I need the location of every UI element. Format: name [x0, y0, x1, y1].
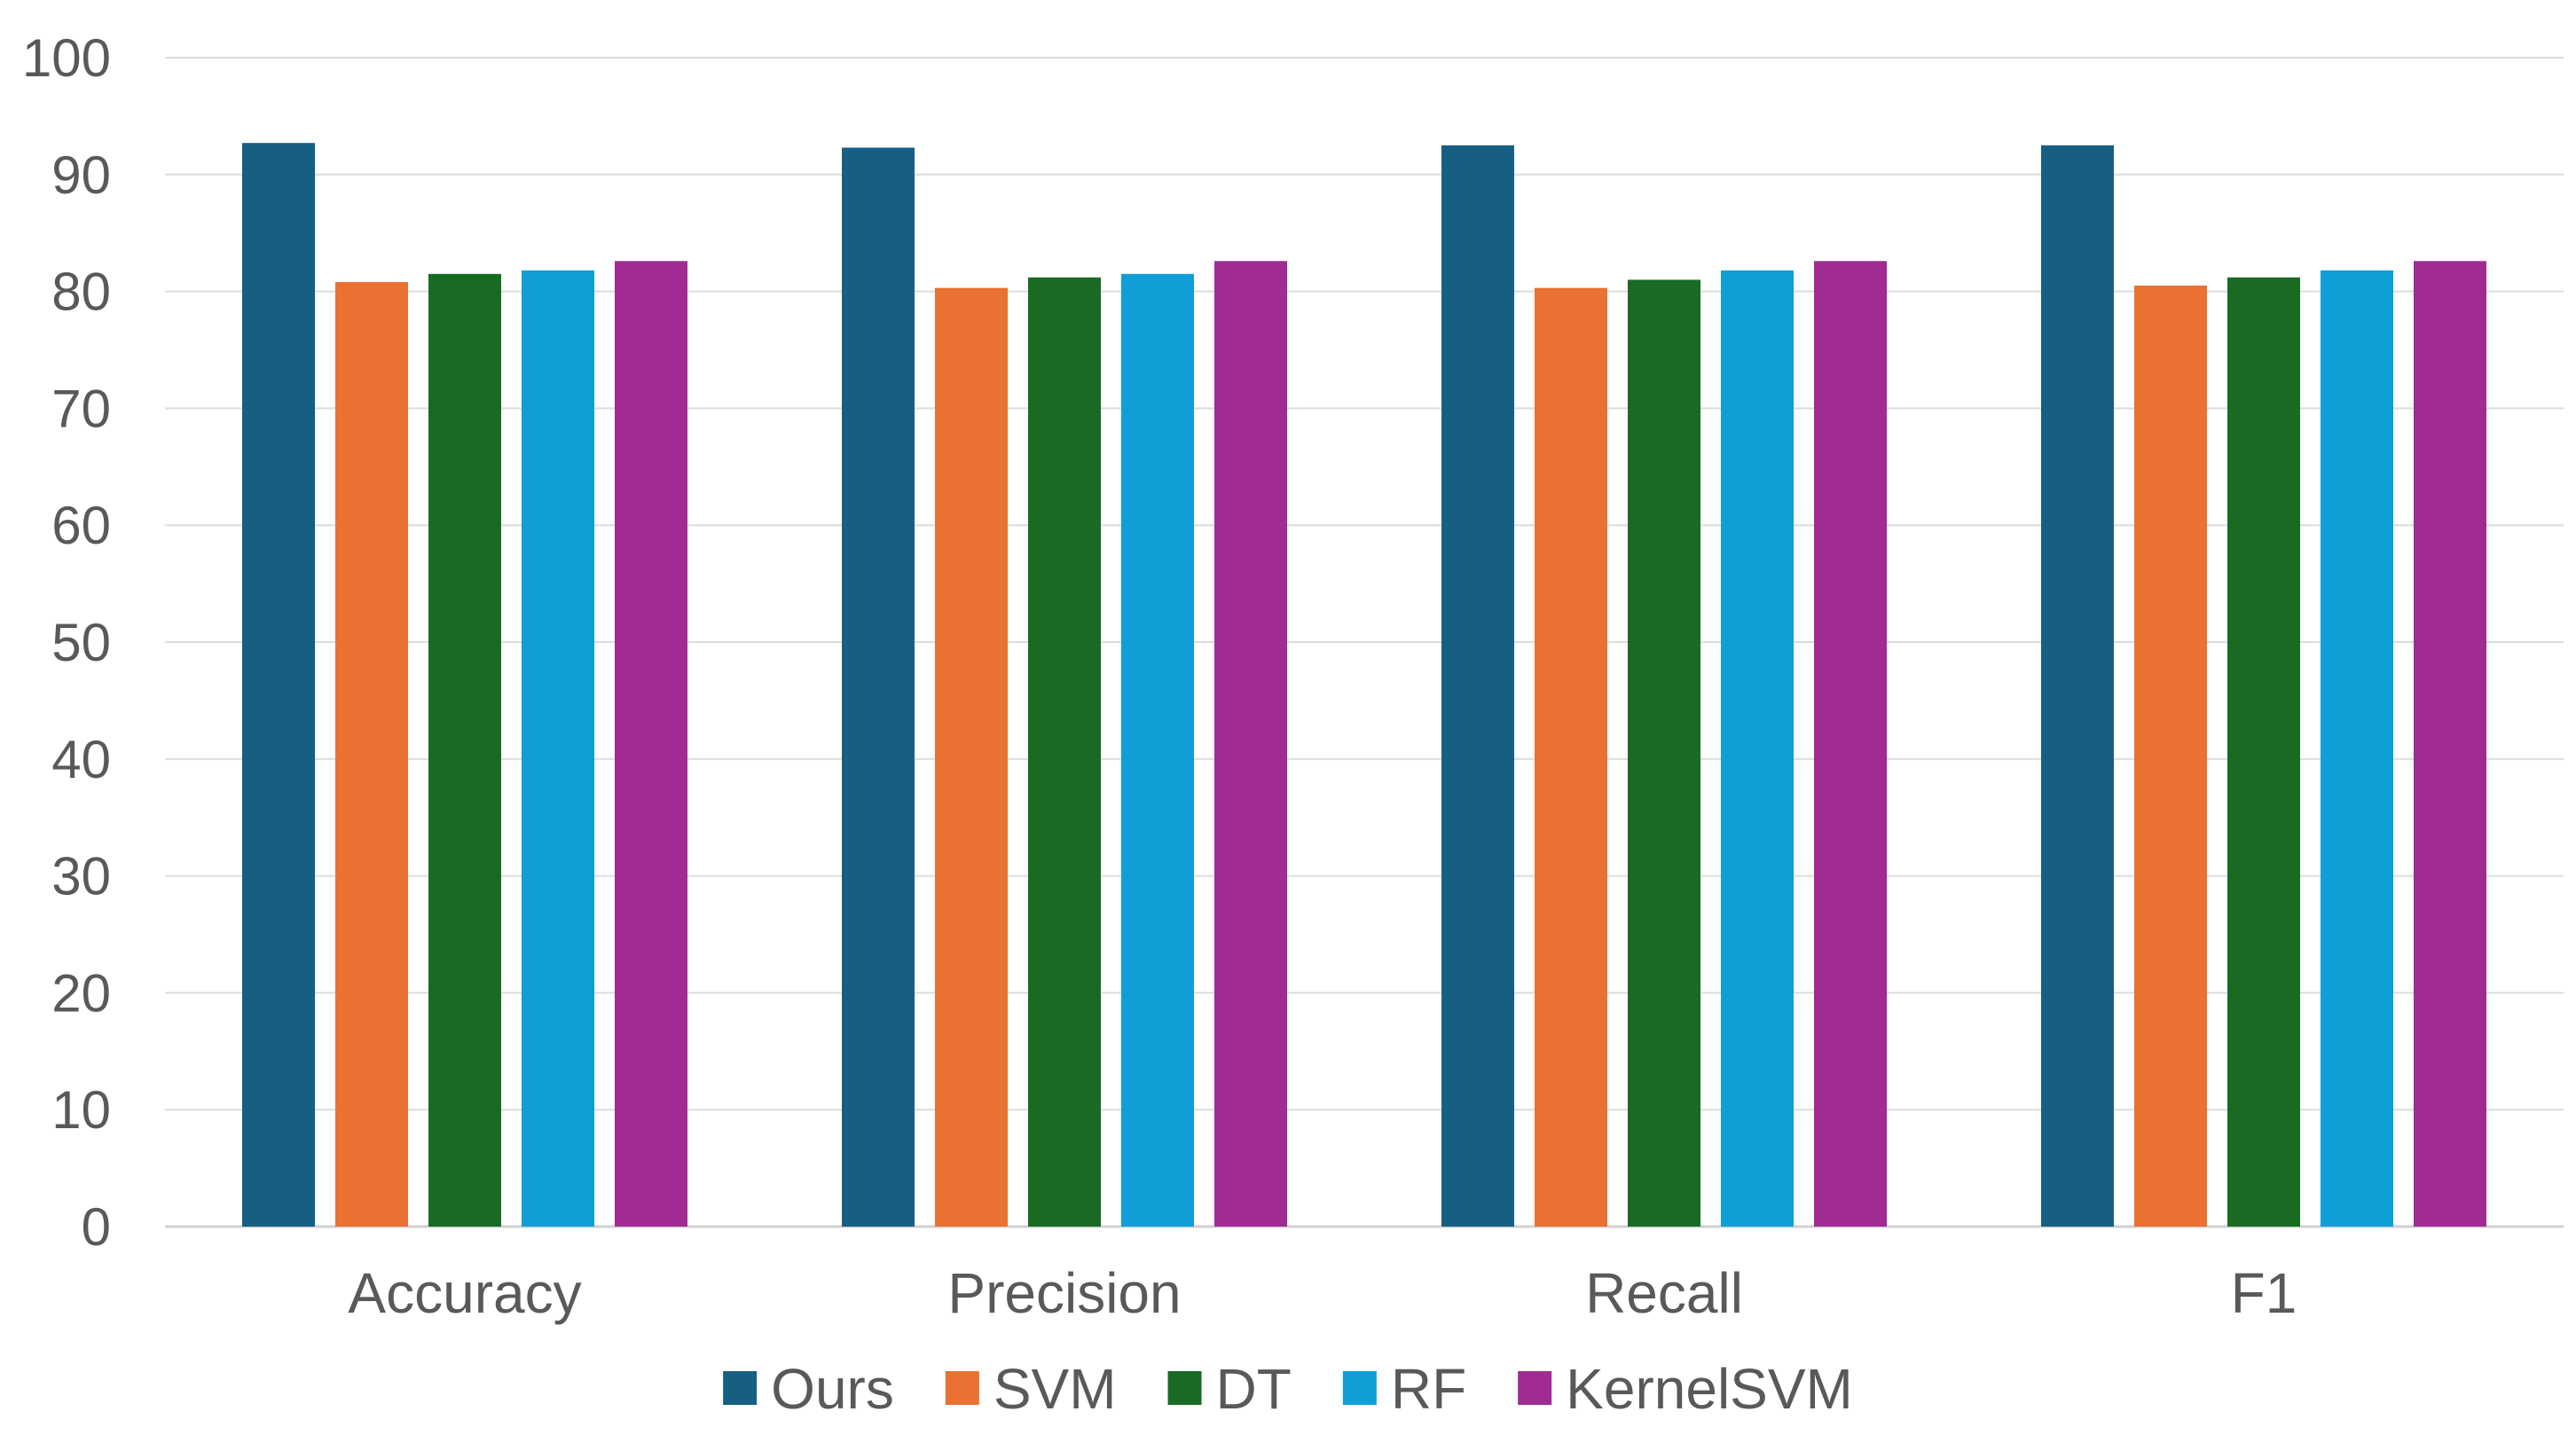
bar-dt-precision	[1028, 277, 1101, 1227]
legend-swatch	[1342, 1371, 1377, 1405]
bar-svm-precision	[935, 287, 1008, 1227]
x-category-label: Accuracy	[348, 1261, 581, 1325]
bars	[242, 143, 2486, 1227]
bar-dt-f1	[2227, 277, 2300, 1227]
legend: Ours SVM DT RF KernelSVM	[723, 1357, 1853, 1421]
bar-ours-f1	[2041, 145, 2114, 1227]
bar-rf-recall	[1721, 270, 1794, 1227]
legend-swatch	[1167, 1371, 1202, 1405]
y-tick-label: 80	[51, 263, 111, 322]
bar-ours-precision	[842, 147, 915, 1227]
legend-swatch	[945, 1371, 979, 1405]
y-tick-label: 50	[51, 613, 111, 672]
bar-svm-f1	[2134, 286, 2207, 1227]
axes: 0 10 20 30 40 50 60 70 80 90 100 Accuracy Precision R…	[22, 28, 2297, 1325]
legend-item-rf: RF	[1342, 1357, 1466, 1421]
legend-label: Ours	[771, 1357, 894, 1421]
y-tick-label: 70	[51, 379, 111, 438]
legend-item-ours: Ours	[723, 1357, 894, 1421]
bar-svm-accuracy	[335, 282, 408, 1227]
legend-label: KernelSVM	[1566, 1357, 1853, 1421]
y-tick-label: 40	[51, 730, 111, 789]
bar-rf-accuracy	[522, 270, 594, 1227]
bar-dt-recall	[1628, 279, 1700, 1227]
y-tick-label: 100	[22, 28, 111, 88]
legend-item-kernelsvm: KernelSVM	[1518, 1357, 1853, 1421]
legend-label: SVM	[993, 1357, 1117, 1421]
bar-kernelsvm-recall	[1814, 261, 1887, 1227]
legend-item-dt: DT	[1167, 1357, 1292, 1421]
legend-label: RF	[1391, 1357, 1466, 1421]
bar-rf-f1	[2321, 270, 2393, 1227]
x-category-label: F1	[2231, 1261, 2297, 1325]
bar-dt-accuracy	[428, 273, 501, 1227]
bar-ours-accuracy	[242, 143, 315, 1227]
x-category-label: Recall	[1585, 1261, 1743, 1325]
y-tick-label: 10	[51, 1080, 111, 1140]
bar-kernelsvm-accuracy	[615, 261, 687, 1227]
y-tick-label: 20	[51, 963, 111, 1023]
bar-ours-recall	[1441, 145, 1514, 1227]
y-tick-label: 0	[82, 1197, 111, 1257]
x-category-label: Precision	[947, 1261, 1181, 1325]
y-tick-label: 60	[51, 496, 111, 555]
y-tick-label: 90	[51, 145, 111, 205]
legend-swatch	[723, 1371, 758, 1405]
bar-svm-recall	[1535, 287, 1607, 1227]
bar-kernelsvm-f1	[2414, 261, 2486, 1227]
y-tick-label: 30	[51, 847, 111, 906]
legend-swatch	[1518, 1371, 1552, 1405]
legend-item-svm: SVM	[945, 1357, 1117, 1421]
bar-kernelsvm-precision	[1214, 261, 1287, 1227]
legend-label: DT	[1216, 1357, 1292, 1421]
bar-rf-precision	[1121, 273, 1194, 1227]
